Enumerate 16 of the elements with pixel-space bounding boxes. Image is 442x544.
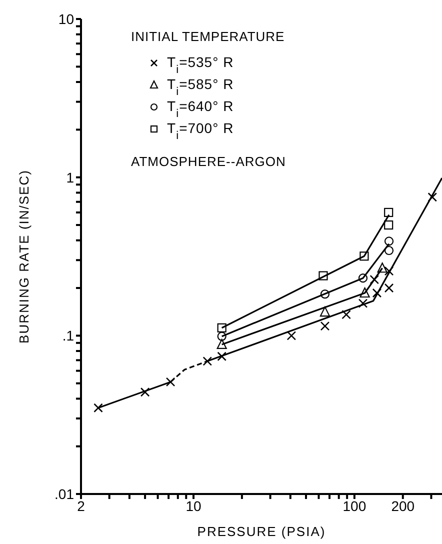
y-axis-title: BURNING RATE (IN/SEC) — [16, 170, 32, 344]
legend-label: T$_{i}$=640° R — [167, 98, 234, 120]
y-tick-label: 1 — [66, 169, 74, 186]
y-tick-label: .1 — [62, 328, 74, 344]
annotation: ATMOSPHERE--ARGON — [131, 154, 286, 169]
y-tick-label: 10 — [58, 10, 74, 27]
y-tick-label: .01 — [54, 486, 74, 502]
legend-label: T$_{i}$=585° R — [167, 76, 234, 98]
x-axis-title: PRESSURE (PSIA) — [197, 524, 326, 539]
x-tick-label: 200 — [391, 498, 415, 514]
legend-label: T$_{i}$=535° R — [167, 54, 234, 76]
x-tick-label: 10 — [186, 498, 202, 514]
x-tick-label: 100 — [342, 498, 366, 514]
legend-label: T$_{i}$=700° R — [167, 120, 234, 142]
x-tick-label: 2 — [77, 498, 86, 514]
legend-title: INITIAL TEMPERATURE — [131, 29, 286, 44]
